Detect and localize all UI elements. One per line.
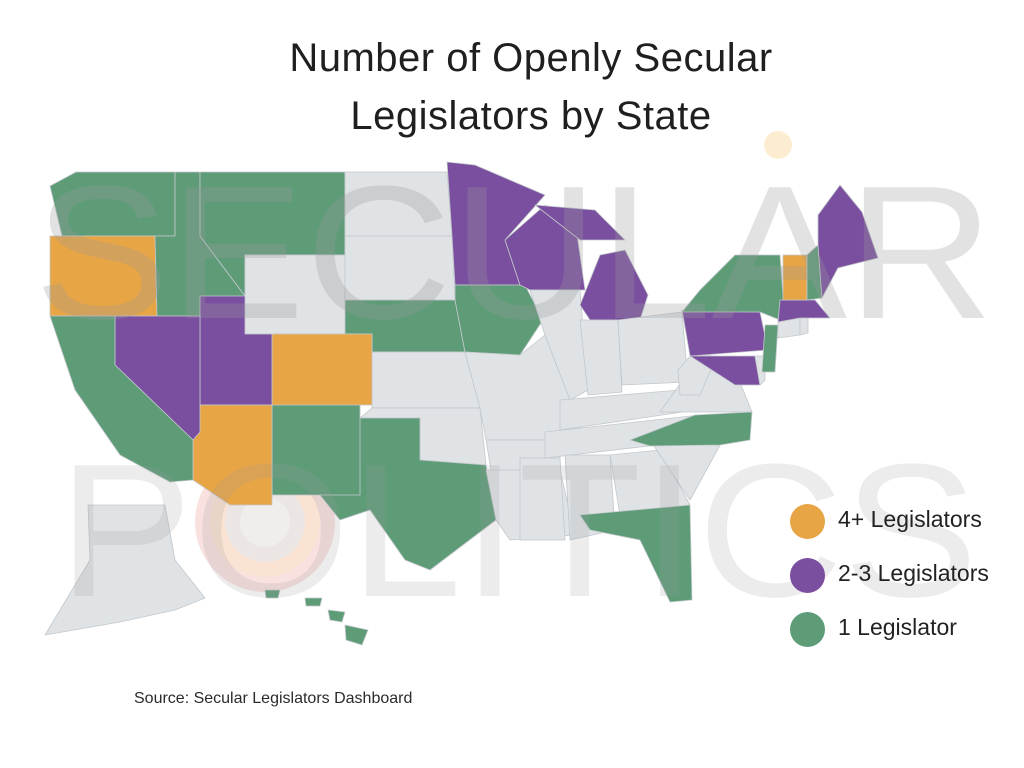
state-nj: [761, 324, 779, 373]
legend-label-one: 1 Legislator: [838, 614, 957, 640]
watermark-line-2: POLITICS: [58, 425, 978, 637]
state-nc: [629, 411, 753, 447]
state-hi: [264, 589, 369, 646]
state-ms: [519, 457, 566, 541]
watermark-text: SECULAR POLITICS: [34, 147, 994, 637]
state-ks: [371, 351, 481, 409]
watermark-ring-4: [240, 497, 290, 547]
legend-label-two-three: 2-3 Legislators: [838, 560, 989, 586]
state-il: [529, 289, 589, 401]
state-ca: [49, 315, 194, 483]
legend-label-four-plus: 4+ Legislators: [838, 506, 982, 532]
legend-swatch-one: [790, 612, 825, 647]
watermark-line-1: SECULAR: [34, 147, 994, 359]
state-fl: [579, 504, 693, 603]
state-ak: [44, 504, 206, 636]
state-me: [817, 184, 879, 299]
legend-swatch-two-three: [790, 558, 825, 593]
watermark-dot: [764, 131, 792, 159]
map-title-line-1: Number of Openly Secular: [289, 35, 773, 80]
state-ma: [777, 299, 831, 323]
map-title: Number of Openly Secular Legislators by …: [0, 29, 1024, 145]
state-shapes: [44, 161, 879, 646]
source-note: Source: Secular Legislators Dashboard: [134, 690, 413, 707]
state-in: [579, 319, 623, 396]
legend-swatch-four-plus: [790, 504, 825, 539]
map-title-line-2: Legislators by State: [350, 93, 712, 138]
